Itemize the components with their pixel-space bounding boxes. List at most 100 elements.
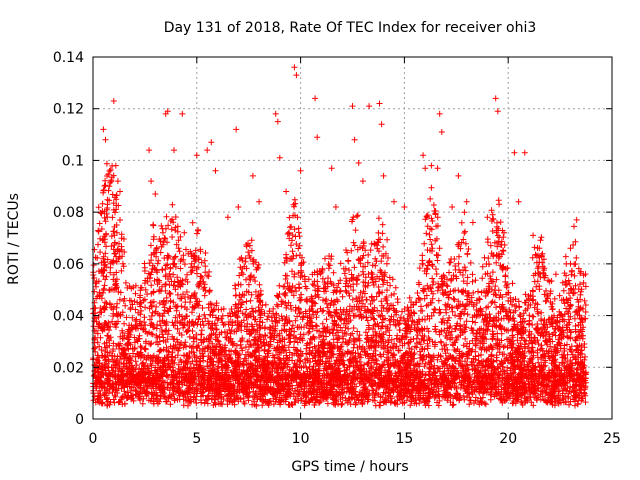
data-point <box>131 298 138 305</box>
data-point <box>247 297 254 304</box>
data-point <box>404 304 411 311</box>
data-point <box>214 390 221 397</box>
data-point <box>353 213 360 220</box>
data-point <box>289 237 295 244</box>
data-point <box>141 296 148 303</box>
data-point <box>559 316 566 323</box>
data-point <box>187 295 194 302</box>
data-point <box>364 398 371 405</box>
data-point <box>387 321 394 328</box>
data-point <box>536 283 543 290</box>
data-point <box>420 352 427 359</box>
data-point <box>262 301 269 308</box>
data-point <box>463 318 470 325</box>
data-point <box>120 363 127 370</box>
data-point <box>462 228 468 235</box>
data-point <box>557 345 564 352</box>
data-point <box>435 402 442 409</box>
data-point <box>279 315 286 322</box>
data-point <box>172 214 179 220</box>
data-point <box>385 306 392 313</box>
data-point <box>354 328 361 335</box>
data-point <box>375 215 382 222</box>
data-point <box>205 353 212 359</box>
data-point <box>109 214 116 221</box>
data-point <box>391 290 398 297</box>
data-point <box>194 270 200 277</box>
data-point <box>324 304 331 311</box>
data-point <box>305 330 312 336</box>
data-point <box>118 356 124 363</box>
data-point <box>325 261 332 267</box>
data-point <box>507 309 514 316</box>
data-point <box>534 347 541 354</box>
data-point <box>529 297 536 304</box>
data-point <box>157 249 164 256</box>
data-point <box>294 339 301 346</box>
data-point <box>494 243 501 250</box>
data-point <box>329 330 336 337</box>
data-point <box>102 177 109 184</box>
data-point <box>101 214 108 221</box>
data-point <box>436 331 443 338</box>
data-point <box>580 279 587 286</box>
data-point <box>106 168 113 174</box>
data-point <box>180 291 186 298</box>
data-point <box>571 223 577 230</box>
data-point <box>500 367 507 374</box>
data-point <box>410 336 417 342</box>
data-point <box>96 220 103 227</box>
data-point <box>435 365 442 372</box>
data-point <box>195 264 202 271</box>
data-point <box>556 308 563 315</box>
data-point <box>117 217 123 223</box>
data-point <box>290 292 297 299</box>
data-point <box>505 289 512 296</box>
data-point <box>460 278 467 285</box>
data-point <box>147 341 154 348</box>
data-point <box>492 322 499 329</box>
data-point <box>472 319 479 326</box>
data-point <box>521 343 528 350</box>
data-point <box>199 305 206 311</box>
data-point <box>237 341 244 348</box>
data-point <box>243 298 250 305</box>
data-point <box>323 316 330 323</box>
data-point <box>329 314 336 320</box>
data-point <box>406 368 412 375</box>
data-point <box>244 338 251 345</box>
data-point <box>289 232 296 239</box>
data-point <box>362 329 369 336</box>
data-point <box>168 226 175 233</box>
data-point <box>253 259 259 266</box>
data-point <box>444 283 451 290</box>
data-point <box>208 307 215 314</box>
data-point <box>202 315 209 322</box>
data-point <box>388 350 395 357</box>
data-point <box>229 322 236 329</box>
data-point <box>286 214 293 221</box>
data-point <box>346 267 352 274</box>
data-point <box>185 294 191 300</box>
data-point <box>426 231 433 238</box>
data-point <box>365 251 372 258</box>
data-point <box>355 272 362 279</box>
data-point <box>509 354 516 361</box>
data-point <box>209 340 216 347</box>
data-point <box>538 309 545 316</box>
data-point <box>109 369 116 376</box>
data-point <box>458 311 465 318</box>
data-point <box>364 259 371 266</box>
data-point <box>504 364 511 371</box>
data-point <box>163 318 170 325</box>
data-point <box>423 230 430 237</box>
data-point <box>319 344 326 351</box>
data-point <box>397 314 404 321</box>
data-point <box>153 332 160 339</box>
data-point <box>102 276 109 283</box>
data-point <box>148 257 155 264</box>
data-point <box>548 278 555 284</box>
data-point <box>291 226 298 233</box>
data-point <box>376 330 383 337</box>
data-point <box>118 267 125 274</box>
